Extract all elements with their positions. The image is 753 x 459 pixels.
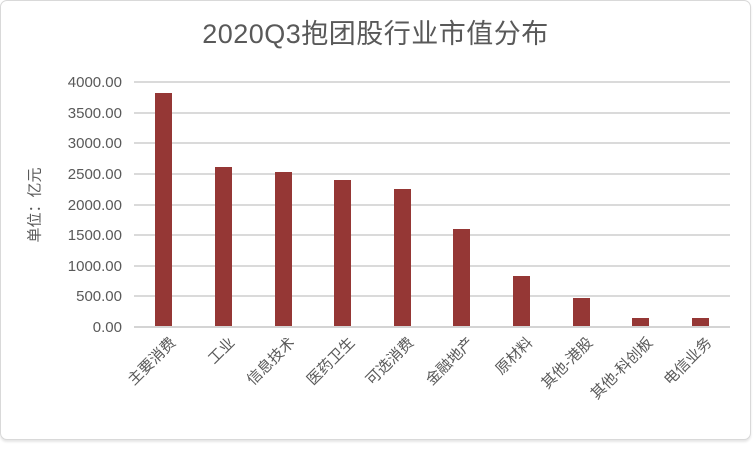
y-axis-title: 单位：亿元 [26, 167, 44, 243]
y-tick-label: 1500.00 [67, 227, 122, 245]
gridline [134, 142, 730, 145]
gridline [134, 203, 730, 206]
y-tick-label: 3000.00 [67, 135, 122, 153]
bar-工业 [215, 167, 232, 326]
x-category-label: 可选消费 [363, 334, 418, 389]
x-category-label: 其他-港股 [538, 334, 597, 393]
bar-其他-港股 [573, 298, 590, 326]
x-category-label: 电信业务 [661, 334, 716, 389]
gridline [134, 264, 730, 267]
y-tick-label: 4000.00 [67, 74, 122, 91]
chart-title: 2020Q3抱团股行业市值分布 [202, 19, 549, 49]
x-category-label: 主要消费 [124, 334, 180, 389]
y-tick-label: 3500.00 [67, 104, 122, 122]
bar-其他-科创板 [632, 318, 649, 326]
x-category-label: 工业 [205, 334, 239, 368]
x-category-label: 其他-科创板 [587, 334, 656, 403]
y-tick-label: 500.00 [76, 288, 122, 306]
chart-card: 2020Q3抱团股行业市值分布 单位：亿元 4000.00 3500.00 3000… [0, 0, 751, 440]
bar-主要消费 [155, 93, 172, 326]
x-category-label: 信息技术 [243, 334, 299, 389]
x-category-label: 金融地产 [422, 334, 478, 389]
x-category-label: 原材料 [492, 334, 537, 379]
bar-可选消费 [394, 189, 411, 326]
y-tick-label: 2500.00 [67, 165, 122, 183]
y-tick-label: 0.00 [92, 319, 122, 336]
y-tick-label: 1000.00 [67, 257, 122, 275]
x-category-label: 医药卫生 [303, 334, 358, 389]
gridline [134, 172, 730, 175]
gridline [134, 81, 730, 83]
gridline [134, 111, 730, 114]
bar-医药卫生 [334, 180, 351, 326]
x-axis-line [134, 326, 730, 328]
bar-电信业务 [692, 318, 709, 326]
bar-原材料 [513, 276, 530, 326]
gridline [134, 295, 730, 298]
bar-金融地产 [453, 229, 470, 326]
gridline [134, 234, 730, 237]
bar-信息技术 [275, 172, 292, 326]
y-tick-label: 2000.00 [67, 196, 122, 214]
